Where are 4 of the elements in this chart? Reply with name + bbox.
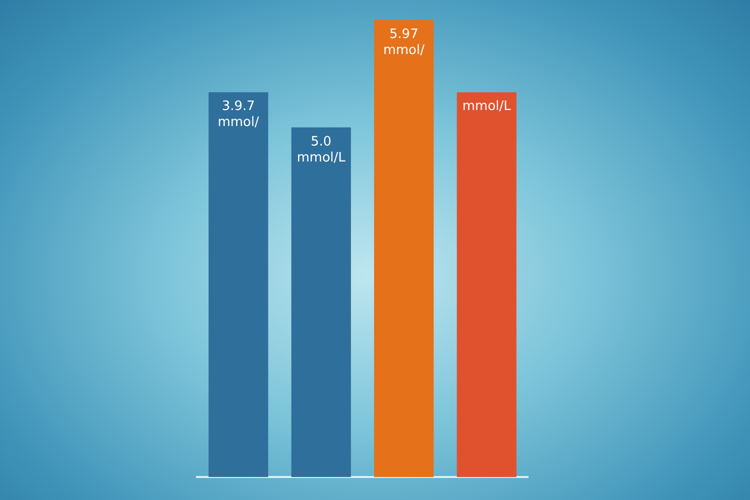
annotation: 3.9.7 mmol/ <box>218 99 260 130</box>
annotation: mmol/L <box>462 99 512 114</box>
annotation: 5.0 mmol/L <box>296 134 346 166</box>
annotation: 5.97 mmol/ <box>383 26 426 58</box>
